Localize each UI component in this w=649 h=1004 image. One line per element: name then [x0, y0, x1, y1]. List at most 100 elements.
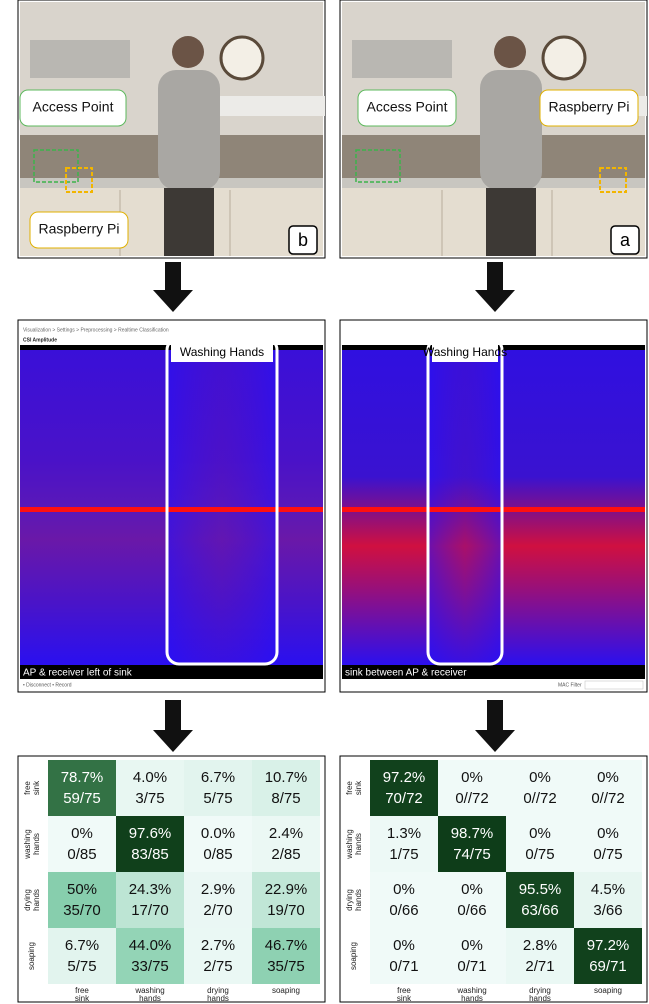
col-label: washinghands [134, 986, 164, 1003]
callout-label: Access Point [33, 99, 114, 115]
cell-count: 2/70 [203, 902, 232, 919]
col-label: soaping [272, 986, 300, 995]
cell-count: 0/85 [67, 846, 96, 863]
cell-count: 63/66 [521, 902, 559, 919]
cell-percent: 97.2% [587, 937, 630, 954]
arrow-shaft [487, 262, 503, 292]
filter-input [585, 681, 643, 689]
cell-percent: 0% [461, 769, 483, 786]
cell-percent: 0.0% [201, 825, 235, 842]
cell-count: 17/70 [131, 902, 169, 919]
cell-count: 2/75 [203, 958, 232, 975]
cell-count: 33/75 [131, 958, 169, 975]
cell-count: 2/85 [271, 846, 300, 863]
cell-count: 35/75 [267, 958, 305, 975]
cell-count: 0/71 [389, 958, 418, 975]
footer: MAC Filter [558, 682, 582, 688]
cell-percent: 1.3% [387, 825, 421, 842]
cell-count: 83/85 [131, 846, 169, 863]
heading: CSI Amplitude [23, 337, 57, 343]
row-label: freesink [23, 780, 41, 795]
cell-count: 5/75 [203, 790, 232, 807]
row-label: dryinghands [23, 889, 41, 911]
caption: sink between AP & receiver [345, 668, 467, 679]
row-label: washinghands [345, 829, 363, 859]
cell-count: 69/71 [589, 958, 627, 975]
caption: AP & receiver left of sink [23, 668, 133, 679]
cell-percent: 0% [393, 937, 415, 954]
person-legs [486, 188, 536, 256]
col-label: freesink [397, 986, 412, 1003]
cell-count: 1/75 [389, 846, 418, 863]
cell-percent: 0% [71, 825, 93, 842]
cell-count: 0//72 [591, 790, 624, 807]
cell-percent: 78.7% [61, 769, 104, 786]
hood [352, 40, 452, 78]
highlight-label: Washing Hands [423, 345, 507, 359]
person-body [158, 70, 220, 190]
cell-count: 0/85 [203, 846, 232, 863]
cell-percent: 2.4% [269, 825, 303, 842]
cell-count: 0/66 [457, 902, 486, 919]
row-label: soaping [349, 942, 358, 970]
cell-percent: 0% [597, 769, 619, 786]
cell-percent: 97.2% [383, 769, 426, 786]
cell-percent: 22.9% [265, 881, 308, 898]
cell-count: 0/75 [525, 846, 554, 863]
highlight-label: Washing Hands [180, 345, 264, 359]
cell-percent: 46.7% [265, 937, 308, 954]
red-line [342, 507, 645, 512]
person-body [480, 70, 542, 190]
cell-percent: 0% [529, 825, 551, 842]
footer: • Disconnect • Record [23, 682, 72, 688]
cell-count: 0/66 [389, 902, 418, 919]
cell-percent: 2.9% [201, 881, 235, 898]
row-label: freesink [345, 780, 363, 795]
panel-tag: b [298, 230, 308, 250]
callout-label: Access Point [367, 99, 448, 115]
panel-tag: a [620, 230, 631, 250]
cell-count: 2/71 [525, 958, 554, 975]
cell-percent: 4.5% [591, 881, 625, 898]
row-label: washinghands [23, 829, 41, 859]
cell-percent: 95.5% [519, 881, 562, 898]
cell-percent: 2.7% [201, 937, 235, 954]
cell-count: 74/75 [453, 846, 491, 863]
callout-label: Raspberry Pi [39, 221, 120, 237]
col-label: soaping [594, 986, 622, 995]
cell-count: 5/75 [67, 958, 96, 975]
shelf [210, 96, 325, 116]
cell-count: 59/75 [63, 790, 101, 807]
arrow-shaft [487, 700, 503, 732]
cell-count: 0/71 [457, 958, 486, 975]
row-label: dryinghands [345, 889, 363, 911]
col-label: washinghands [456, 986, 486, 1003]
cell-count: 19/70 [267, 902, 305, 919]
arrow-head [475, 290, 515, 312]
cell-percent: 2.8% [523, 937, 557, 954]
hood [30, 40, 130, 78]
cell-percent: 0% [461, 937, 483, 954]
cell-count: 3/66 [593, 902, 622, 919]
cell-percent: 0% [529, 769, 551, 786]
breadcrumb: Visualization > Settings > Preprocessing… [23, 327, 169, 333]
cell-percent: 98.7% [451, 825, 494, 842]
person-head [172, 36, 204, 68]
cell-count: 0//72 [455, 790, 488, 807]
callout-label: Raspberry Pi [549, 99, 630, 115]
cell-percent: 0% [393, 881, 415, 898]
row-label: soaping [27, 942, 36, 970]
cell-percent: 44.0% [129, 937, 172, 954]
cell-percent: 6.7% [65, 937, 99, 954]
cell-count: 70/72 [385, 790, 423, 807]
clock [221, 37, 263, 79]
cell-percent: 4.0% [133, 769, 167, 786]
cell-percent: 6.7% [201, 769, 235, 786]
arrow-head [153, 290, 193, 312]
cell-count: 0//72 [523, 790, 556, 807]
cell-percent: 50% [67, 881, 97, 898]
person-legs [164, 188, 214, 256]
